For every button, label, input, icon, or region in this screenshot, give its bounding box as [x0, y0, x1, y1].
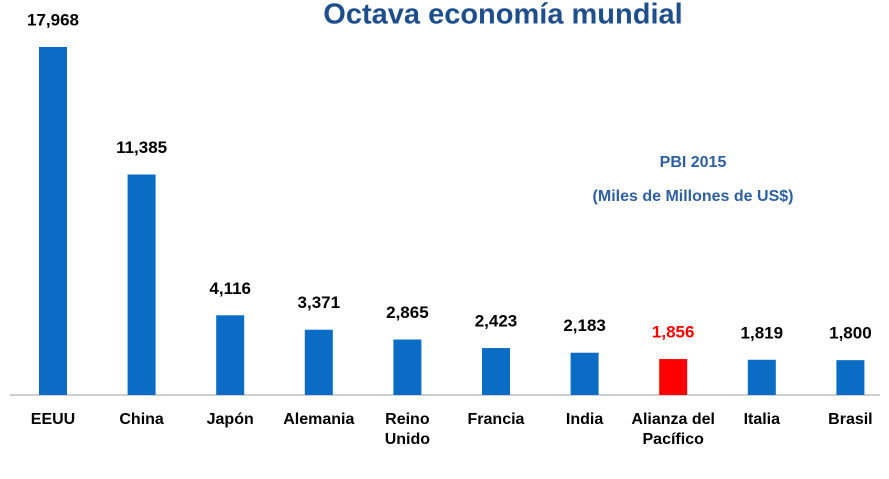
x-tick-label: Alemania: [283, 411, 355, 428]
x-tick-label: Italia: [743, 411, 781, 428]
bar: [836, 360, 865, 395]
value-label: 4,116: [209, 279, 251, 298]
bar: [304, 329, 333, 395]
bar: [482, 348, 510, 395]
bar: [570, 352, 599, 395]
value-label: 1,800: [829, 324, 872, 343]
x-tick-label: EEUU: [30, 411, 76, 428]
value-label: 17,968: [27, 10, 79, 29]
chart-title: Octava economía mundial: [323, 0, 682, 31]
bar: [393, 339, 422, 395]
x-tick-label: Brasil: [828, 411, 873, 428]
subtitle: PBI 2015: [660, 154, 727, 171]
value-label: 2,183: [563, 316, 606, 335]
value-label: 2,865: [386, 303, 429, 322]
x-tick-label: Alianza del Pacífico: [631, 411, 715, 448]
bar: [216, 315, 245, 395]
subtitle: (Miles de Millones de US$): [593, 188, 794, 205]
bar: [127, 174, 156, 395]
x-tick-label: Francia: [467, 411, 525, 428]
value-label: 1,819: [741, 323, 784, 342]
bar: [659, 359, 688, 395]
bar: [39, 47, 67, 395]
x-tick-label: Japón: [206, 411, 254, 428]
value-label: 1,856: [652, 323, 695, 342]
value-label: 3,371: [298, 293, 341, 312]
bar: [747, 359, 776, 395]
x-tick-label: Reino Unido: [384, 411, 431, 448]
x-tick-label: India: [565, 411, 604, 428]
value-label: 11,385: [116, 138, 167, 157]
x-tick-label: China: [119, 411, 164, 428]
value-label: 2,423: [475, 312, 518, 331]
